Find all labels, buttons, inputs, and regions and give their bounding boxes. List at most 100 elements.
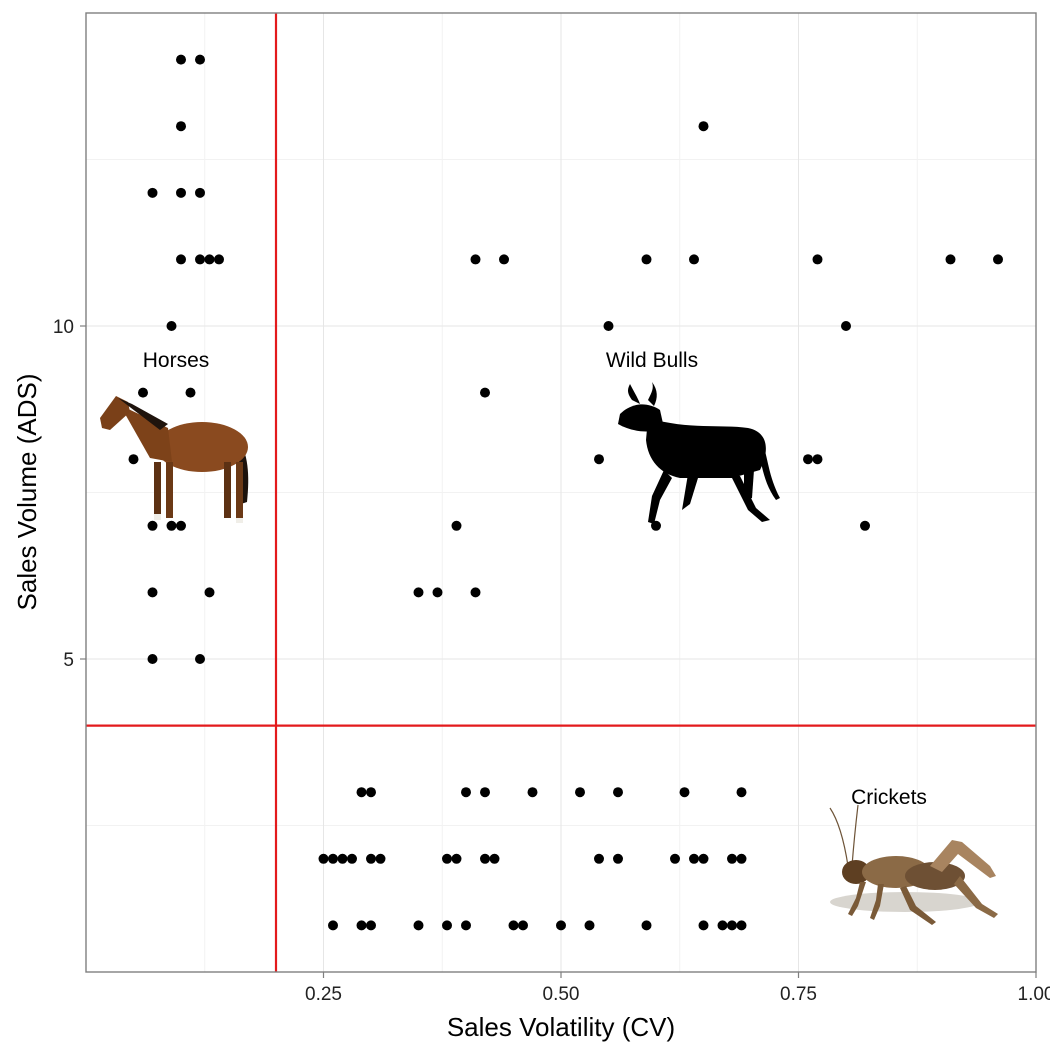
plot-panel-border xyxy=(85,12,1037,973)
data-point xyxy=(556,920,566,931)
data-point xyxy=(518,920,528,931)
data-point xyxy=(689,254,699,265)
data-point xyxy=(603,321,614,332)
data-point xyxy=(204,254,215,265)
data-point xyxy=(195,254,205,265)
data-point xyxy=(679,787,690,798)
x-tick-label: 0.50 xyxy=(543,984,580,1005)
data-point xyxy=(328,853,338,864)
data-point xyxy=(575,787,585,798)
data-point xyxy=(470,587,481,598)
data-point xyxy=(356,920,367,931)
y-tick-label: 5 xyxy=(63,650,74,671)
data-point xyxy=(698,121,709,132)
x-tick-label: 0.25 xyxy=(305,984,342,1005)
data-point xyxy=(318,853,329,864)
data-point xyxy=(432,587,443,598)
bull-image xyxy=(618,382,780,524)
data-point xyxy=(337,853,348,864)
data-point xyxy=(594,853,604,864)
x-tick-label: 1.00 xyxy=(1018,984,1050,1005)
data-point xyxy=(328,920,338,931)
cricket-image xyxy=(829,804,998,925)
x-tick-label: 0.75 xyxy=(780,984,817,1005)
data-point xyxy=(204,587,215,598)
data-point xyxy=(413,920,424,931)
data-point xyxy=(993,254,1003,265)
data-point xyxy=(736,853,747,864)
data-point xyxy=(717,920,728,931)
data-point xyxy=(413,587,424,598)
data-point xyxy=(527,787,538,798)
data-point xyxy=(138,387,148,398)
data-point xyxy=(584,920,595,931)
threshold-lines xyxy=(86,13,1036,972)
data-point xyxy=(176,187,186,198)
data-point xyxy=(366,853,376,864)
data-point xyxy=(356,787,367,798)
data-point xyxy=(480,787,490,798)
data-point xyxy=(366,787,376,798)
data-point xyxy=(147,187,158,198)
data-point xyxy=(613,787,623,798)
data-point xyxy=(689,853,699,864)
data-point xyxy=(594,454,604,465)
data-point xyxy=(470,254,481,265)
data-point xyxy=(176,54,186,65)
data-point xyxy=(166,321,177,332)
data-point xyxy=(641,254,652,265)
data-point xyxy=(176,520,186,531)
data-point xyxy=(727,853,737,864)
data-point xyxy=(698,853,709,864)
data-point xyxy=(375,853,386,864)
data-point xyxy=(442,920,452,931)
data-point xyxy=(147,587,158,598)
data-point xyxy=(613,853,623,864)
data-point xyxy=(166,520,177,531)
quadrant-label-wild-bulls: Wild Bulls xyxy=(606,349,698,372)
data-point xyxy=(461,920,471,931)
horse-image xyxy=(100,396,249,523)
data-point xyxy=(803,454,813,465)
data-point xyxy=(736,920,747,931)
data-point xyxy=(147,653,158,664)
data-point xyxy=(480,853,490,864)
data-point xyxy=(442,853,452,864)
data-point xyxy=(508,920,519,931)
data-point xyxy=(195,653,205,664)
data-point xyxy=(841,321,851,332)
data-points xyxy=(128,54,1003,931)
data-point xyxy=(366,920,376,931)
data-point xyxy=(147,520,158,531)
data-point xyxy=(812,254,823,265)
data-point xyxy=(698,920,709,931)
data-point xyxy=(214,254,224,265)
data-point xyxy=(176,254,186,265)
data-point xyxy=(945,254,956,265)
data-point xyxy=(461,787,471,798)
data-point xyxy=(727,920,737,931)
data-point xyxy=(185,387,196,398)
data-point xyxy=(860,520,870,531)
data-point xyxy=(499,254,509,265)
data-point xyxy=(651,520,661,531)
y-axis-title: Sales Volume (ADS) xyxy=(12,374,42,611)
y-tick-label: 10 xyxy=(53,317,74,338)
quadrant-label-horses: Horses xyxy=(143,349,210,372)
data-point xyxy=(451,520,462,531)
data-point xyxy=(195,54,205,65)
axes: 0.25 0.50 0.75 1.00 5 10 xyxy=(53,317,1050,1005)
data-point xyxy=(670,853,680,864)
data-point xyxy=(489,853,500,864)
data-point xyxy=(641,920,652,931)
data-point xyxy=(480,387,490,398)
data-point xyxy=(736,787,747,798)
data-point xyxy=(195,187,205,198)
data-point xyxy=(128,454,139,465)
quadrant-label-crickets: Crickets xyxy=(851,786,927,809)
data-point xyxy=(812,454,823,465)
data-point xyxy=(347,853,357,864)
data-point xyxy=(451,853,462,864)
